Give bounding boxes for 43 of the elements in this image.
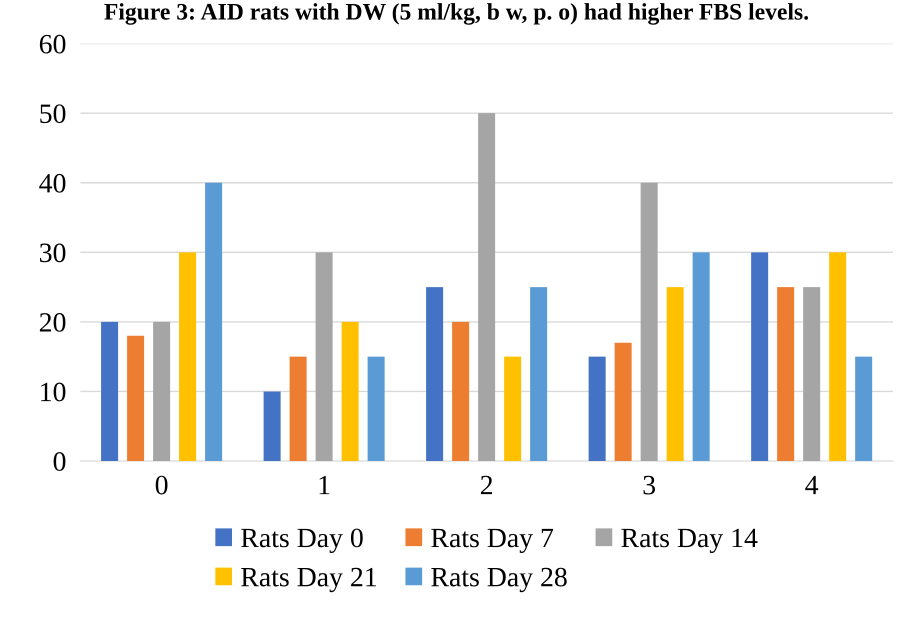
x-tick-label: 4	[805, 476, 818, 494]
y-tick-label: 50	[40, 104, 66, 124]
legend-label: Rats Day 7	[431, 528, 554, 554]
bar	[751, 252, 768, 462]
x-tick-label: 1	[320, 476, 330, 494]
y-tick-label: 40	[39, 174, 66, 193]
bar	[452, 322, 470, 462]
y-tick-label: 60	[40, 34, 66, 54]
legend-label: Rats Day 0	[241, 528, 363, 554]
bar	[803, 287, 820, 462]
legend-label: Rats Day 28	[431, 568, 567, 592]
bar	[205, 182, 222, 462]
bar	[829, 252, 846, 462]
x-tick-label: 3	[644, 476, 655, 494]
x-tick-label: 0	[156, 476, 168, 494]
y-tick-label: 0	[54, 452, 66, 471]
bar	[264, 391, 281, 462]
bar	[777, 287, 794, 462]
legend-label: Rats Day 21	[241, 568, 376, 592]
bar	[588, 356, 606, 462]
bar	[640, 182, 658, 462]
chart-title: Figure 3: AID rats with DW (5 ml/kg, b w, p. o) had higher FBS levels.	[104, 3, 808, 25]
y-tick-label: 10	[41, 382, 66, 402]
bar	[504, 356, 522, 462]
bar	[666, 287, 684, 462]
x-tick-label: 2	[480, 476, 492, 494]
bar	[530, 287, 548, 462]
legend-label: Rats Day 14	[621, 528, 758, 554]
bar	[101, 322, 118, 462]
bar	[614, 342, 632, 462]
y-tick-label: 20	[40, 313, 66, 332]
bar	[153, 322, 170, 462]
bar	[426, 287, 444, 462]
bar	[478, 113, 496, 462]
bar	[368, 356, 385, 462]
y-tick-label: 30	[40, 243, 66, 262]
bar	[316, 252, 333, 462]
bar	[179, 252, 196, 462]
bar	[290, 356, 307, 462]
bar	[855, 356, 872, 462]
bar	[342, 322, 359, 462]
bar	[127, 336, 144, 462]
bar	[692, 252, 710, 462]
